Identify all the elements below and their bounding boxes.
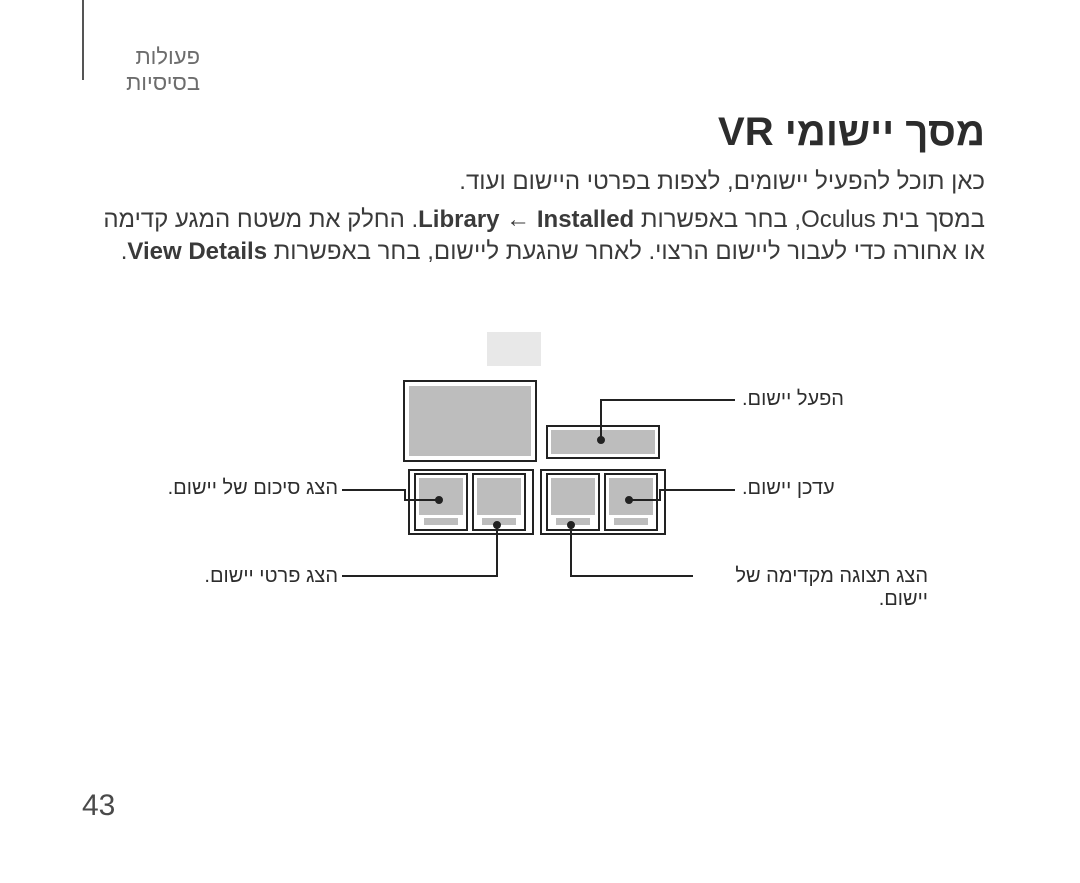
callout-summary: הצג סיכום של יישום. <box>168 477 338 500</box>
t-library: Library <box>418 206 499 233</box>
callout-update: עדכן יישום. <box>742 477 835 500</box>
d-tile-1-fill <box>419 478 463 515</box>
page-title: מסך יישומי VR <box>718 110 985 155</box>
d-big-fill <box>409 386 531 456</box>
d-tile-4-fill <box>609 478 653 515</box>
callout-preview: הצג תצוגה מקדימה של יישום. <box>698 565 928 611</box>
t-pre: במסך בית Oculus, בחר באפשרות <box>634 206 985 233</box>
t-mid: ← <box>500 206 537 233</box>
t-installed: Installed <box>537 206 634 233</box>
d-tile-1 <box>414 473 468 531</box>
manual-page: פעולות בסיסיות מסך יישומי VR כאן תוכל לה… <box>0 0 1080 883</box>
callout-launch: הפעל יישום. <box>742 388 844 411</box>
instructions-paragraph: במסך בית Oculus, בחר באפשרות Library ← I… <box>95 204 985 269</box>
d-tile-2 <box>472 473 526 531</box>
d-launch-button <box>546 425 660 459</box>
side-rule <box>82 0 84 80</box>
t-viewdetails: View Details <box>127 238 267 265</box>
d-row-frame-left <box>408 469 534 535</box>
d-tile-4 <box>604 473 658 531</box>
callout-details: הצג פרטי יישום. <box>204 565 338 588</box>
d-top-small <box>487 332 541 366</box>
d-tile-4-bar <box>614 518 648 525</box>
d-tile-3 <box>546 473 600 531</box>
d-big <box>403 380 537 462</box>
section-label: פעולות בסיסיות <box>100 44 200 96</box>
d-tile-3-bar <box>556 518 590 525</box>
d-tile-2-bar <box>482 518 516 525</box>
d-tile-3-fill <box>551 478 595 515</box>
d-row-frame-right <box>540 469 666 535</box>
d-launch-fill <box>551 430 655 454</box>
page-number: 43 <box>82 789 115 823</box>
d-tile-2-fill <box>477 478 521 515</box>
intro-paragraph: כאן תוכל להפעיל יישומים, לצפות בפרטי היי… <box>95 166 985 198</box>
d-tile-1-bar <box>424 518 458 525</box>
